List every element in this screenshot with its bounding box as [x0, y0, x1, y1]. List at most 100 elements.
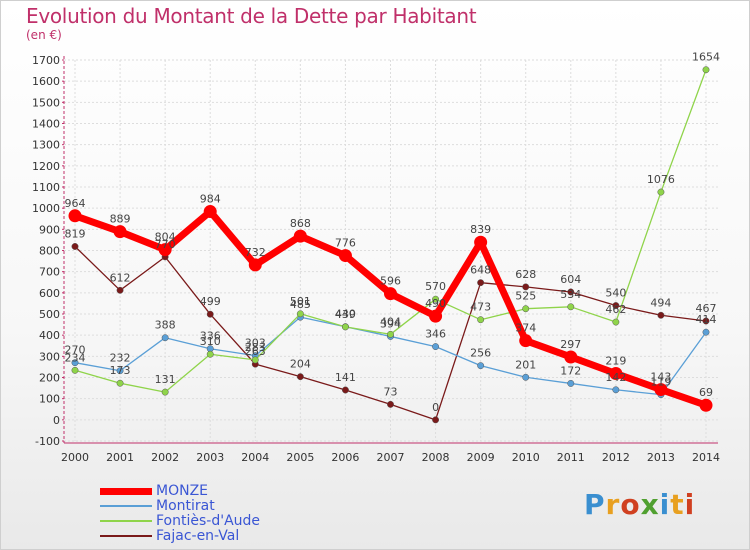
- x-tick-label: 2003: [196, 451, 224, 464]
- data-point: [477, 362, 485, 370]
- data-point: [612, 386, 620, 394]
- x-tick-label: 2002: [151, 451, 179, 464]
- data-label: 889: [110, 213, 131, 226]
- data-label: 310: [200, 335, 221, 348]
- legend-label: Fontiès-d'Aude: [156, 513, 261, 529]
- data-label: 119: [650, 376, 671, 389]
- data-point: [609, 366, 623, 380]
- data-label: 0: [432, 401, 439, 414]
- data-label: 270: [65, 344, 86, 357]
- x-tick-label: 2006: [331, 451, 359, 464]
- data-point: [161, 388, 169, 396]
- data-point: [71, 366, 79, 374]
- data-point: [564, 350, 578, 364]
- data-label: 485: [290, 298, 311, 311]
- legend-label: Montirat: [156, 498, 215, 514]
- y-tick-label: 0: [53, 414, 60, 427]
- data-label: 984: [200, 193, 221, 206]
- data-label: 628: [515, 268, 536, 281]
- x-tick-label: 2013: [647, 451, 675, 464]
- data-label: 414: [696, 313, 717, 326]
- data-point: [702, 317, 710, 325]
- x-tick-label: 2005: [286, 451, 314, 464]
- data-label: 604: [560, 273, 581, 286]
- data-point: [206, 310, 214, 318]
- data-label: 374: [515, 322, 536, 335]
- data-point: [567, 379, 575, 387]
- data-label: 1076: [647, 173, 675, 186]
- y-tick-label: 600: [39, 287, 60, 300]
- data-point: [612, 318, 620, 326]
- data-label: 141: [335, 371, 356, 384]
- data-label: 283: [245, 341, 266, 354]
- data-label: 462: [605, 303, 626, 316]
- data-point: [293, 229, 307, 243]
- data-point: [522, 305, 530, 313]
- data-label: 73: [384, 385, 398, 398]
- x-tick-label: 2007: [377, 451, 405, 464]
- y-tick-label: 200: [39, 372, 60, 385]
- x-tick-label: 2004: [241, 451, 269, 464]
- y-tick-label: -100: [35, 435, 60, 448]
- data-label: 473: [470, 301, 491, 314]
- data-point: [429, 309, 443, 323]
- y-tick-label: 1000: [32, 202, 60, 215]
- data-point: [68, 209, 82, 223]
- data-point: [248, 258, 262, 272]
- data-label: 494: [650, 296, 671, 309]
- data-point: [113, 225, 127, 239]
- data-label: 404: [380, 315, 401, 328]
- data-point: [296, 310, 304, 318]
- data-point: [158, 243, 172, 257]
- data-label: 232: [110, 352, 131, 365]
- data-label: 336: [200, 330, 221, 343]
- x-tick-label: 2010: [512, 451, 540, 464]
- data-label: 143: [650, 371, 671, 384]
- data-label: 234: [65, 351, 86, 364]
- x-tick-label: 2012: [602, 451, 630, 464]
- data-label: 297: [560, 338, 581, 351]
- y-tick-label: 400: [39, 329, 60, 342]
- data-label: 804: [155, 231, 176, 244]
- data-label: 501: [290, 295, 311, 308]
- data-point: [387, 400, 394, 408]
- data-point: [341, 323, 349, 331]
- series-fajac-en-val: [71, 243, 710, 424]
- data-point: [161, 334, 169, 342]
- y-tick-label: 1700: [32, 54, 60, 67]
- data-label: 388: [155, 319, 176, 332]
- legend-label: MONZE: [156, 483, 209, 499]
- legend-swatch: [100, 505, 152, 507]
- y-tick-label: 700: [39, 266, 60, 279]
- data-point: [71, 359, 79, 367]
- y-tick-label: 1100: [32, 181, 60, 194]
- x-tick-label: 2000: [61, 451, 89, 464]
- data-point: [341, 386, 349, 394]
- y-tick-label: 1500: [32, 96, 60, 109]
- y-unit-label: (en €): [26, 28, 62, 42]
- grid: [64, 59, 718, 442]
- data-labels: 964 889 804 984 732 868 776 596 490 839 374 297 219 1…: [65, 51, 721, 414]
- y-tick-label: 1600: [32, 75, 60, 88]
- axes: -100 0 100 200 300 400 500 600 700 800 900 1000 1100…: [32, 54, 720, 464]
- data-label: 173: [110, 364, 131, 377]
- data-label: 839: [470, 223, 491, 236]
- data-label: 499: [200, 295, 221, 308]
- x-tick-label: 2008: [422, 451, 450, 464]
- data-point: [522, 373, 530, 381]
- data-point: [338, 249, 352, 263]
- proxiti-logo: Proxiti: [584, 488, 696, 521]
- data-label: 570: [425, 280, 446, 293]
- data-point: [384, 287, 397, 301]
- data-label: 490: [425, 297, 446, 310]
- data-label: 303: [245, 337, 266, 350]
- y-tick-label: 500: [39, 308, 60, 321]
- data-label: 346: [425, 328, 446, 341]
- data-label: 172: [560, 364, 581, 377]
- data-point: [477, 316, 485, 324]
- data-label: 868: [290, 217, 311, 230]
- data-label: 534: [560, 288, 581, 301]
- legend-swatch: [100, 487, 152, 495]
- data-label: 394: [380, 317, 401, 330]
